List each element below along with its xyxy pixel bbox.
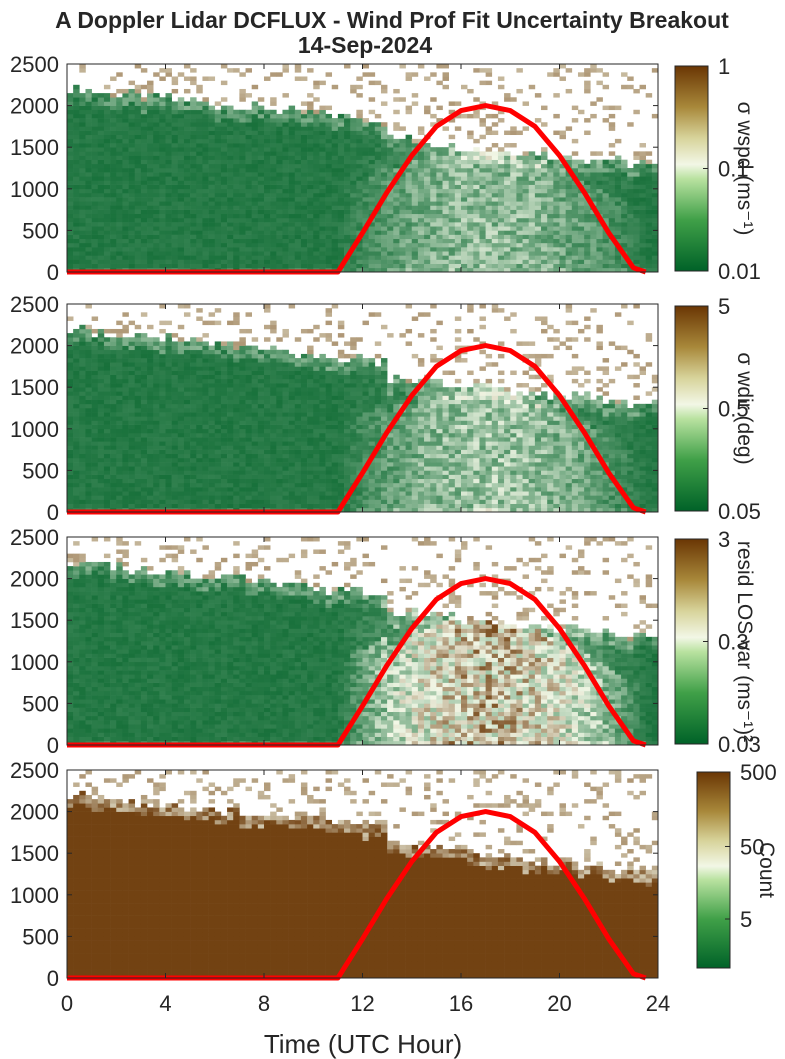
colorbar (674, 65, 709, 272)
x-tick-label: 24 (646, 991, 670, 1016)
y-tick-label: 1500 (10, 608, 59, 633)
colorbar-tick-label: 1 (718, 54, 730, 79)
y-tick-label: 1500 (10, 135, 59, 160)
y-tick-label: 2500 (10, 525, 59, 550)
y-tick-label: 1500 (10, 375, 59, 400)
colorbar (696, 771, 731, 969)
y-tick-label: 1000 (10, 650, 59, 675)
y-tick-label: 2500 (10, 52, 59, 77)
chart-subtitle: 14-Sep-2024 (298, 32, 432, 58)
panel-count: 0 500 1000 1500 2000 2500 0 4 8 12 16 20 24 500 50 5Cou… (10, 758, 778, 1016)
y-tick-label: 1000 (10, 883, 59, 908)
x-tick-label: 16 (449, 991, 473, 1016)
y-tick-label: 2000 (10, 94, 59, 119)
colorbar-tick-label: 500 (740, 760, 777, 785)
y-tick-label: 2000 (10, 800, 59, 825)
colorbar-tick-label: 0.3 (718, 630, 749, 655)
y-tick-label: 1500 (10, 841, 59, 866)
colorbar-tick-label: 3 (718, 527, 730, 552)
heatmap-cells (67, 64, 659, 273)
y-tick-label: 2500 (10, 758, 59, 783)
panel-wspd_uncertainty: 0 500 1000 1500 2000 2500 1 0.1 0.01 σ wspd (ms⁻¹… (10, 52, 761, 285)
panel-wdir_uncertainty: 0 500 1000 1500 2000 2500 5 0.5 0.05 σ wdir (deg) (10, 292, 761, 525)
colorbar-tick-label: 5 (718, 294, 730, 319)
colorbar-label: σ wdir (deg) (733, 352, 756, 464)
chart-title: A Doppler Lidar DCFLUX - Wind Prof Fit U… (55, 7, 729, 33)
colorbar-label: resid LOS var (ms⁻¹)² (733, 541, 756, 742)
y-tick-label: 0 (47, 260, 59, 285)
y-tick-label: 500 (22, 691, 59, 716)
colorbar-tick-label: 0.05 (718, 499, 761, 524)
y-tick-label: 1000 (10, 417, 59, 442)
y-tick-label: 500 (22, 458, 59, 483)
sun-elevation-curve (67, 103, 647, 275)
x-axis-label: Time (UTC Hour) (264, 1029, 462, 1059)
heatmap-cells (67, 304, 659, 513)
colorbar (674, 538, 709, 745)
sun-elevation-curve (67, 809, 647, 981)
colorbar-tick-label: 0.01 (718, 259, 761, 284)
y-tick-label: 2500 (10, 292, 59, 317)
colorbar-label: σ wspd (ms⁻¹) (733, 102, 756, 236)
y-tick-label: 0 (47, 500, 59, 525)
y-tick-label: 500 (22, 924, 59, 949)
y-tick-label: 500 (22, 218, 59, 243)
y-tick-label: 0 (47, 733, 59, 758)
colorbar-tick-label: 50 (740, 834, 764, 859)
colorbar-tick-label: 0.1 (718, 157, 749, 182)
x-tick-label: 4 (159, 991, 171, 1016)
y-tick-label: 2000 (10, 334, 59, 359)
x-tick-label: 0 (61, 991, 73, 1016)
colorbar-tick-label: 5 (740, 907, 752, 932)
sun-elevation-curve (67, 343, 647, 515)
x-tick-label: 12 (350, 991, 374, 1016)
x-tick-label: 8 (258, 991, 270, 1016)
colorbar-tick-label: 0.03 (718, 732, 761, 757)
x-tick-label: 20 (547, 991, 571, 1016)
y-tick-label: 2000 (10, 567, 59, 592)
sun-elevation-curve (67, 576, 647, 748)
y-tick-label: 1000 (10, 177, 59, 202)
colorbar-tick-label: 0.5 (718, 397, 749, 422)
y-tick-label: 0 (47, 966, 59, 991)
colorbar-label: Count (755, 842, 778, 898)
